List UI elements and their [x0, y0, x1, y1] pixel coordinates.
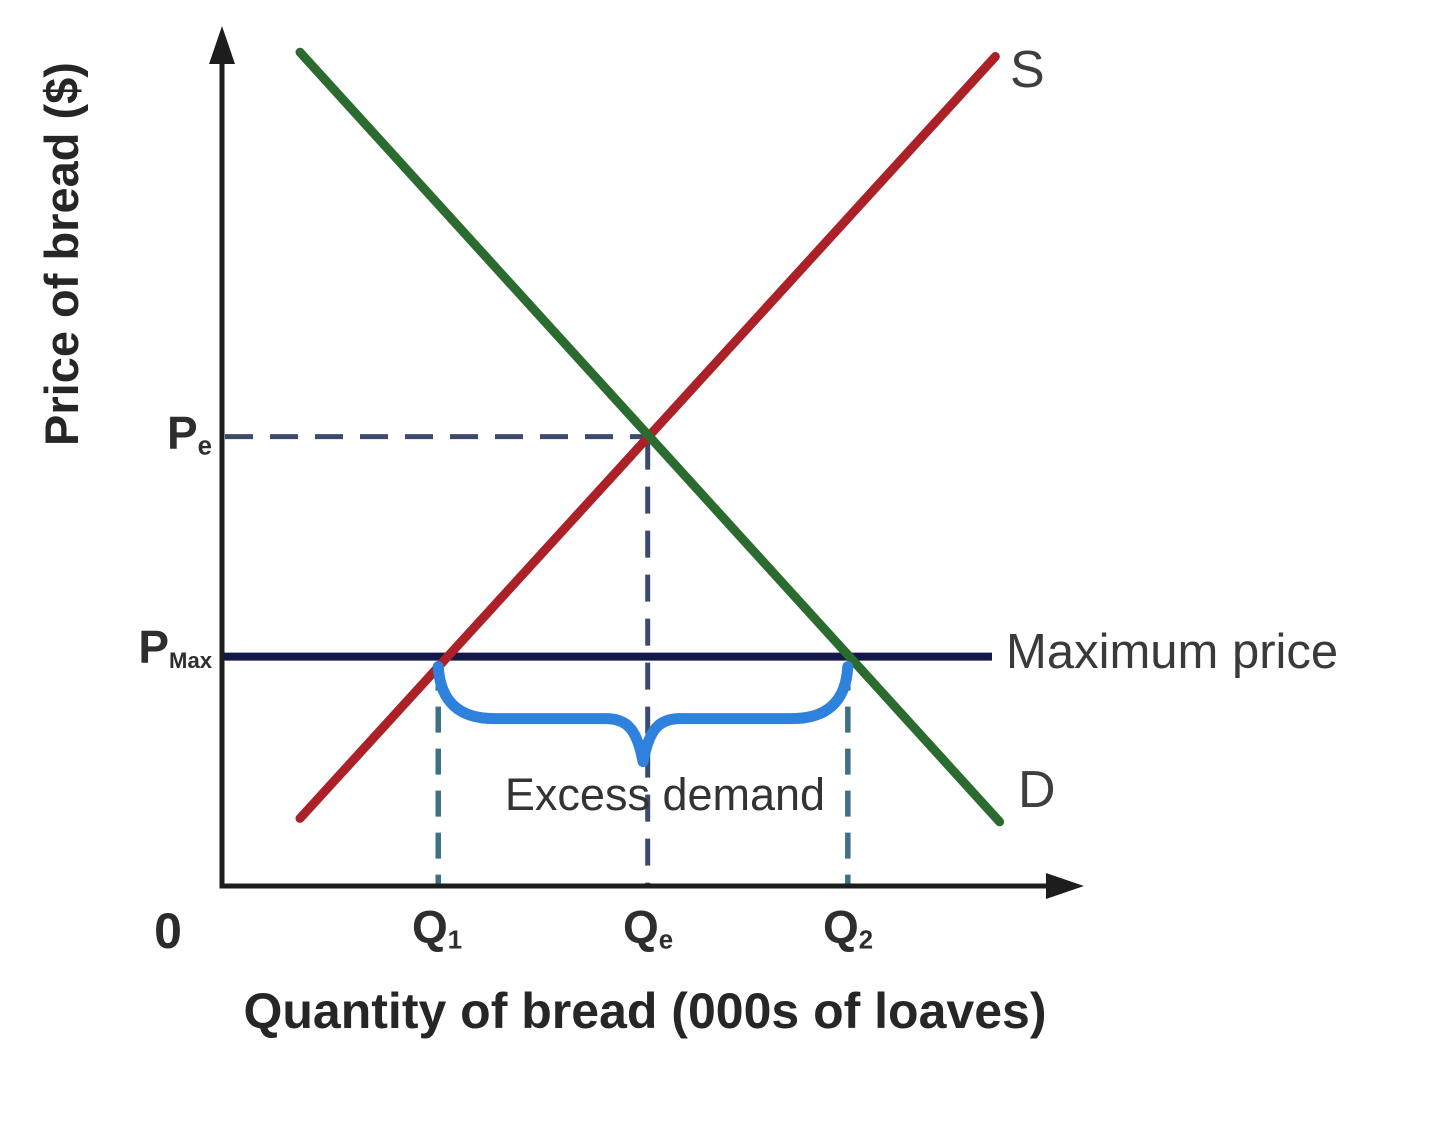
quantity-demanded-tick: Q2	[798, 904, 898, 954]
q1-main: Q	[411, 901, 448, 953]
pmax-subscript: Max	[169, 647, 212, 673]
origin-label: 0	[154, 903, 182, 959]
quantity-supplied-tick: Q1	[387, 904, 487, 954]
excess-demand-label: Excess demand	[504, 769, 826, 820]
pmax-main: P	[138, 621, 170, 673]
q2-main: Q	[822, 901, 859, 953]
demand-curve-label: D	[1018, 761, 1056, 819]
x-axis-label: Quantity of bread (000s of loaves)	[243, 983, 1047, 1039]
pe-main: P	[166, 407, 198, 459]
equilibrium-price-tick: Pe	[100, 410, 212, 460]
maximum-price-tick: PMax	[84, 624, 212, 672]
qe-subscript: e	[658, 926, 674, 955]
qe-main: Q	[622, 901, 659, 953]
y-axis-label: Price of bread ($)	[35, 62, 88, 446]
q2-subscript: 2	[858, 926, 874, 955]
q1-subscript: 1	[447, 926, 463, 955]
maximum-price-label: Maximum price	[1006, 625, 1339, 679]
equilibrium-quantity-tick: Qe	[598, 904, 698, 954]
pe-subscript: e	[197, 432, 212, 461]
supply-curve-label: S	[1010, 41, 1045, 99]
